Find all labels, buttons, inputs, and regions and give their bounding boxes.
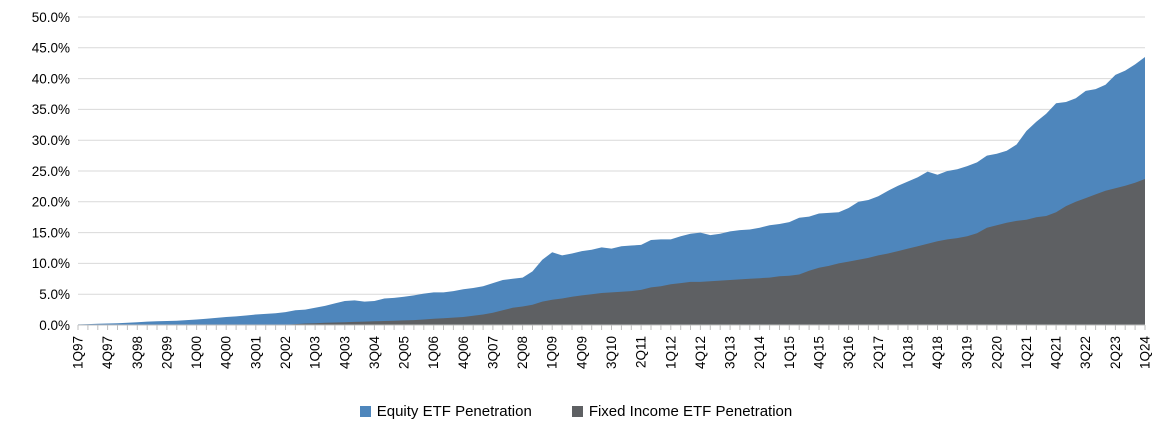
x-axis-tick-label: 3Q22: [1078, 336, 1093, 369]
legend-item-fixed-income: Fixed Income ETF Penetration: [571, 402, 793, 420]
x-axis-tick-label: 3Q16: [841, 336, 856, 369]
x-axis-tick-label: 4Q12: [693, 336, 708, 369]
x-axis-tick-label: 4Q00: [219, 336, 234, 369]
x-axis-tick-label: 4Q03: [337, 336, 352, 369]
y-axis-tick-label: 45.0%: [32, 41, 70, 56]
x-axis-tick-label: 4Q09: [574, 336, 589, 369]
y-axis-tick-label: 25.0%: [32, 164, 70, 179]
y-axis-tick-label: 40.0%: [32, 71, 70, 86]
equity-legend-swatch-icon: [359, 405, 371, 417]
x-axis-tick-label: 4Q15: [812, 336, 827, 369]
x-axis-tick-label: 3Q01: [248, 336, 263, 369]
y-axis-tick-label: 10.0%: [32, 256, 70, 271]
x-axis-tick-label: 2Q14: [752, 336, 767, 370]
x-axis-tick-label: 2Q99: [159, 336, 174, 369]
y-axis-tick-label: 35.0%: [32, 102, 70, 117]
fixed-income-area-series: [78, 179, 1145, 325]
y-axis-tick-label: 30.0%: [32, 133, 70, 148]
x-axis-tick-label: 2Q17: [871, 336, 886, 369]
x-axis-tick-label: 2Q20: [989, 336, 1004, 369]
x-axis-tick-label: 1Q21: [1019, 336, 1034, 369]
x-axis-tick-label: 1Q09: [545, 336, 560, 369]
chart-legend: Equity ETF Penetration Fixed Income ETF …: [0, 399, 1152, 423]
x-axis-tick-label: 2Q08: [515, 336, 530, 369]
y-axis-tick-label: 20.0%: [32, 195, 70, 210]
fixed-income-legend-swatch-icon: [571, 405, 583, 417]
x-axis-tick-label: 3Q10: [604, 336, 619, 369]
x-axis-tick-label: 1Q18: [900, 336, 915, 369]
x-axis-tick-label: 1Q24: [1138, 336, 1152, 370]
legend-item-equity: Equity ETF Penetration: [359, 402, 532, 420]
x-axis-tick-label: 2Q23: [1108, 336, 1123, 369]
x-axis-tick-label: 2Q05: [397, 336, 412, 369]
x-axis-tick-label: 3Q19: [960, 336, 975, 369]
x-axis-tick-label: 2Q02: [278, 336, 293, 369]
x-axis-tick-label: 4Q97: [100, 336, 115, 369]
x-axis-tick-label: 3Q13: [723, 336, 738, 369]
etf-penetration-area-chart: 0.0% 5.0% 10.0% 15.0% 20.0% 25.0% 30.0% 35.0% 40…: [32, 10, 1152, 370]
x-axis-tick-label: 4Q06: [456, 336, 471, 369]
x-axis-tick-label: 3Q04: [367, 336, 382, 370]
legend-label-equity: Equity ETF Penetration: [376, 402, 532, 420]
y-axis-tick-label: 0.0%: [39, 318, 70, 333]
legend-label-fixed-income: Fixed Income ETF Penetration: [588, 402, 793, 420]
x-axis-tick-label: 1Q12: [663, 336, 678, 369]
x-axis-tick-label: 4Q18: [930, 336, 945, 369]
x-axis-tick-label: 1Q03: [308, 336, 323, 369]
x-axis-tick-label: 1Q15: [782, 336, 797, 369]
y-axis-tick-label: 50.0%: [32, 10, 70, 25]
x-axis-tick-label: 1Q06: [426, 336, 441, 369]
x-axis-tick-label: 3Q98: [130, 336, 145, 369]
x-axis-tick-label: 2Q11: [634, 336, 649, 368]
x-axis-tick-label: 1Q00: [189, 336, 204, 369]
y-axis-tick-label: 15.0%: [32, 225, 70, 240]
x-axis-tick-label: 3Q07: [485, 336, 500, 369]
x-axis-tick-label: 1Q97: [71, 336, 86, 369]
y-axis-tick-label: 5.0%: [39, 287, 70, 302]
x-axis-tick-label: 4Q21: [1049, 336, 1064, 369]
